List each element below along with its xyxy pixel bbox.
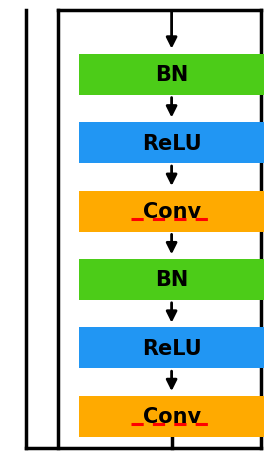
Text: BN: BN [155, 270, 188, 290]
FancyBboxPatch shape [79, 328, 264, 369]
Text: Conv: Conv [143, 202, 201, 222]
FancyBboxPatch shape [79, 55, 264, 96]
FancyBboxPatch shape [79, 259, 264, 300]
FancyBboxPatch shape [79, 191, 264, 232]
Text: Conv: Conv [143, 406, 201, 426]
Text: BN: BN [155, 65, 188, 85]
Text: ReLU: ReLU [142, 338, 201, 358]
FancyBboxPatch shape [79, 123, 264, 164]
Text: ReLU: ReLU [142, 133, 201, 153]
FancyBboxPatch shape [79, 396, 264, 437]
